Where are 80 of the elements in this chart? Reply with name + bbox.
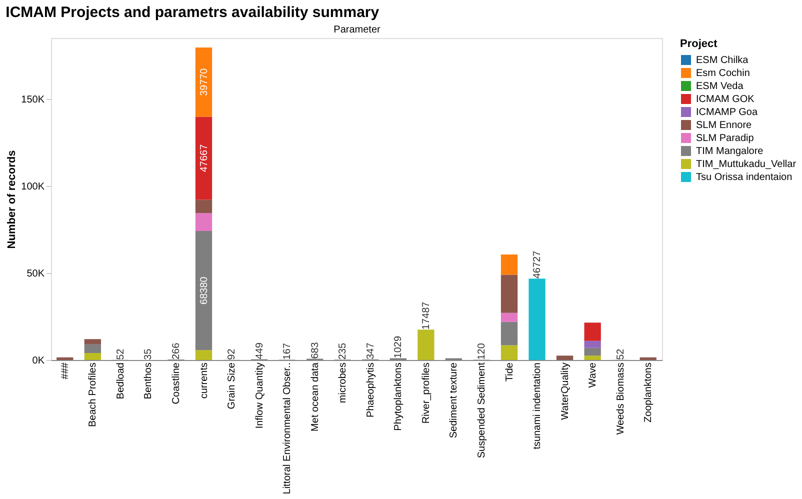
bar [84,339,101,344]
data-label: 449 [254,342,266,360]
y-axis-title: Number of records [6,150,18,249]
data-label: 120 [476,342,488,360]
bar [84,344,101,354]
legend-label: TIM Mangalore [696,146,764,157]
data-label: 47667 [198,144,210,172]
bar [584,322,601,341]
x-tick-label: ### [60,362,71,380]
bar [195,231,212,350]
x-tick-label: Bedload [115,362,126,400]
x-tick-label: Benthos [143,362,154,400]
data-label: 1029 [393,336,404,358]
data-label: 52 [615,348,626,360]
data-label: 92 [226,348,238,360]
x-tick-label: Weeds Biomass [615,362,626,435]
x-tick-label: WaterQuality [560,362,571,420]
x-tick-label: tsunami indentation [532,362,544,450]
legend-label: TIM_Muttukadu_Vellar [696,159,797,170]
x-tick-label: microbes [338,362,349,404]
x-tick-label: Littoral Environmental Obser.. [282,362,294,494]
bar [556,356,574,360]
bar [500,254,518,275]
data-label: 46727 [532,250,544,279]
bar [418,330,434,360]
bar [84,353,101,360]
bar [195,350,212,360]
y-tick-label: 150K [21,94,45,106]
x-axis-title: Parameter [334,24,382,36]
x-tick-label: Grain Size [226,362,238,410]
chart-title: ICMAM Projects and parametrs availability summary [6,4,380,21]
legend-label: ESM Chilka [696,55,749,66]
y-tick-label: 100K [21,181,45,192]
x-tick-label: River_profiles [420,362,432,424]
legend-label: SLM Ennore [696,120,752,131]
bar [500,312,518,322]
x-tick-label: Tide [504,362,516,382]
legend-label: ICMAMP Goa [696,107,758,118]
data-label: 39770 [198,68,210,96]
bar [584,340,601,348]
bar [500,274,518,313]
x-tick-label: Phytoplanktons [393,362,404,431]
bar [195,48,212,117]
data-label: 266 [170,342,182,360]
bar [584,356,601,360]
x-tick-label: Zooplanktons [643,362,654,423]
bar [195,116,212,200]
x-tick-label: Phaeophytis [365,362,376,418]
data-label: 347 [365,342,376,360]
bar [528,278,546,360]
data-label: 683 [310,342,321,359]
x-tick-label: Suspended Sediment [476,362,488,458]
bar [56,357,74,360]
data-label: 35 [143,348,154,360]
legend-label: ESM Veda [696,81,744,92]
x-tick-label: Inflow Quantity [254,362,266,429]
x-tick-label: currents [198,362,210,399]
data-label: 17487 [420,301,432,330]
legend-label: ICMAM GOK [696,94,755,105]
legend-label: SLM Paradip [696,133,754,144]
bar [500,322,518,346]
bar [500,345,518,360]
x-tick-label: Beach Profiles [88,362,99,427]
bar [195,213,212,232]
y-tick-label: 50K [26,268,45,280]
bar [195,200,212,214]
y-tick-label: 0K [32,356,45,366]
legend-label: Esm Cochin [696,68,750,79]
x-tick-label: Met ocean data [310,362,321,432]
data-label: 68380 [198,276,210,304]
data-label: 52 [115,348,126,360]
data-label: 235 [338,342,349,360]
x-tick-label: Coastline [170,362,182,404]
x-tick-label: Wave [588,362,599,388]
data-label: 167 [282,342,294,360]
bar [584,348,601,356]
legend-label: Tsu Orissa indentaion [696,172,792,183]
bar [640,357,656,360]
x-tick-label: Sediment texture [448,362,460,438]
legend-title: Project [680,38,718,50]
